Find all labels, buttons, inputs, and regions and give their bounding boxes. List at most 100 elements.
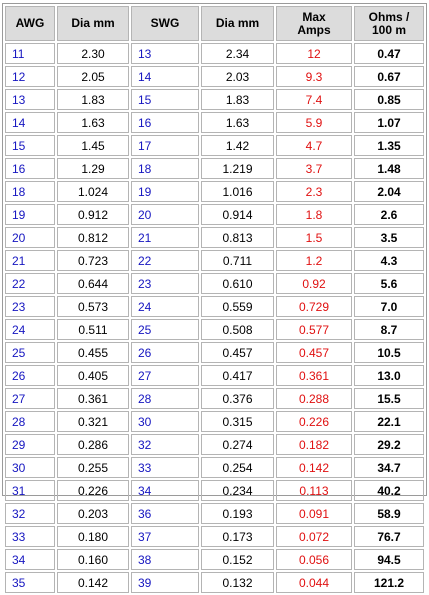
cell-ohms: 5.6	[354, 273, 424, 294]
cell-awg-dia-mm: 0.142	[57, 572, 129, 593]
table-row: 11 2.30 13 2.34 12 0.47	[5, 43, 424, 64]
cell-swg: 26	[131, 342, 199, 363]
cell-max-amps: 2.3	[276, 181, 352, 202]
cell-swg-dia-mm: 0.132	[201, 572, 274, 593]
cell-ohms: 1.07	[354, 112, 424, 133]
cell-max-amps: 0.142	[276, 457, 352, 478]
cell-max-amps: 0.361	[276, 365, 352, 386]
table-row: 16 1.29 18 1.219 3.7 1.48	[5, 158, 424, 179]
cell-swg: 36	[131, 503, 199, 524]
table-row: 20 0.812 21 0.813 1.5 3.5	[5, 227, 424, 248]
cell-swg: 13	[131, 43, 199, 64]
cell-swg-dia-mm: 0.559	[201, 296, 274, 317]
cell-awg: 14	[5, 112, 55, 133]
cell-swg-dia-mm: 0.254	[201, 457, 274, 478]
header-max-amps: Max Amps	[276, 6, 352, 41]
table-row: 28 0.321 30 0.315 0.226 22.1	[5, 411, 424, 432]
cell-swg: 19	[131, 181, 199, 202]
cell-awg: 19	[5, 204, 55, 225]
cell-swg-dia-mm: 0.711	[201, 250, 274, 271]
cell-awg: 20	[5, 227, 55, 248]
cell-swg: 15	[131, 89, 199, 110]
cell-max-amps: 0.091	[276, 503, 352, 524]
cell-swg-dia-mm: 1.63	[201, 112, 274, 133]
header-swg-dia-mm: Dia mm	[201, 6, 274, 41]
table-row: 22 0.644 23 0.610 0.92 5.6	[5, 273, 424, 294]
cell-swg: 17	[131, 135, 199, 156]
cell-max-amps: 0.729	[276, 296, 352, 317]
header-awg: AWG	[5, 6, 55, 41]
header-ohms-per-100m: Ohms / 100 m	[354, 6, 424, 41]
cell-awg: 11	[5, 43, 55, 64]
cell-awg: 25	[5, 342, 55, 363]
table-row: 13 1.83 15 1.83 7.4 0.85	[5, 89, 424, 110]
table-row: 30 0.255 33 0.254 0.142 34.7	[5, 457, 424, 478]
cell-ohms: 34.7	[354, 457, 424, 478]
cell-max-amps: 7.4	[276, 89, 352, 110]
cell-max-amps: 0.044	[276, 572, 352, 593]
cell-ohms: 15.5	[354, 388, 424, 409]
cell-awg-dia-mm: 0.203	[57, 503, 129, 524]
cell-ohms: 1.35	[354, 135, 424, 156]
cell-swg: 24	[131, 296, 199, 317]
cell-swg-dia-mm: 0.914	[201, 204, 274, 225]
cell-awg: 28	[5, 411, 55, 432]
cell-swg-dia-mm: 1.42	[201, 135, 274, 156]
cell-ohms: 121.2	[354, 572, 424, 593]
cell-ohms: 7.0	[354, 296, 424, 317]
cell-awg: 21	[5, 250, 55, 271]
cell-swg: 23	[131, 273, 199, 294]
table-row: 21 0.723 22 0.711 1.2 4.3	[5, 250, 424, 271]
wire-gauge-table: AWG Dia mm SWG Dia mm Max Amps Ohms / 10…	[3, 4, 426, 595]
cell-awg-dia-mm: 0.321	[57, 411, 129, 432]
header-awg-dia-mm: Dia mm	[57, 6, 129, 41]
cell-swg-dia-mm: 2.03	[201, 66, 274, 87]
cell-ohms: 0.67	[354, 66, 424, 87]
cell-swg: 14	[131, 66, 199, 87]
cell-ohms: 94.5	[354, 549, 424, 570]
table-row: 18 1.024 19 1.016 2.3 2.04	[5, 181, 424, 202]
cell-max-amps: 5.9	[276, 112, 352, 133]
table-body: 11 2.30 13 2.34 12 0.47 12 2.05 14 2.03 9.3 0.67 13 1…	[5, 43, 424, 593]
cell-swg: 30	[131, 411, 199, 432]
cell-ohms: 58.9	[354, 503, 424, 524]
cell-swg: 34	[131, 480, 199, 501]
cell-swg-dia-mm: 0.813	[201, 227, 274, 248]
cell-ohms: 29.2	[354, 434, 424, 455]
cell-ohms: 10.5	[354, 342, 424, 363]
header-max-amps-line1: Max	[302, 9, 326, 24]
cell-ohms: 2.04	[354, 181, 424, 202]
table-row: 25 0.455 26 0.457 0.457 10.5	[5, 342, 424, 363]
cell-awg-dia-mm: 0.644	[57, 273, 129, 294]
table-row: 24 0.511 25 0.508 0.577 8.7	[5, 319, 424, 340]
cell-swg: 20	[131, 204, 199, 225]
cell-swg: 37	[131, 526, 199, 547]
cell-awg: 29	[5, 434, 55, 455]
cell-awg-dia-mm: 0.405	[57, 365, 129, 386]
cell-swg: 18	[131, 158, 199, 179]
cell-ohms: 0.47	[354, 43, 424, 64]
cell-awg: 18	[5, 181, 55, 202]
cell-awg: 23	[5, 296, 55, 317]
cell-awg: 22	[5, 273, 55, 294]
table-row: 32 0.203 36 0.193 0.091 58.9	[5, 503, 424, 524]
cell-swg-dia-mm: 0.274	[201, 434, 274, 455]
cell-awg-dia-mm: 0.255	[57, 457, 129, 478]
cell-awg: 32	[5, 503, 55, 524]
cell-swg-dia-mm: 1.83	[201, 89, 274, 110]
cell-awg-dia-mm: 0.511	[57, 319, 129, 340]
table-row: 19 0.912 20 0.914 1.8 2.6	[5, 204, 424, 225]
cell-swg: 38	[131, 549, 199, 570]
cell-awg: 34	[5, 549, 55, 570]
cell-awg-dia-mm: 0.812	[57, 227, 129, 248]
cell-max-amps: 0.226	[276, 411, 352, 432]
cell-max-amps: 4.7	[276, 135, 352, 156]
cell-max-amps: 0.113	[276, 480, 352, 501]
cell-swg-dia-mm: 0.610	[201, 273, 274, 294]
cell-swg: 39	[131, 572, 199, 593]
cell-swg: 16	[131, 112, 199, 133]
cell-awg-dia-mm: 1.63	[57, 112, 129, 133]
cell-awg: 13	[5, 89, 55, 110]
cell-ohms: 3.5	[354, 227, 424, 248]
cell-awg: 24	[5, 319, 55, 340]
